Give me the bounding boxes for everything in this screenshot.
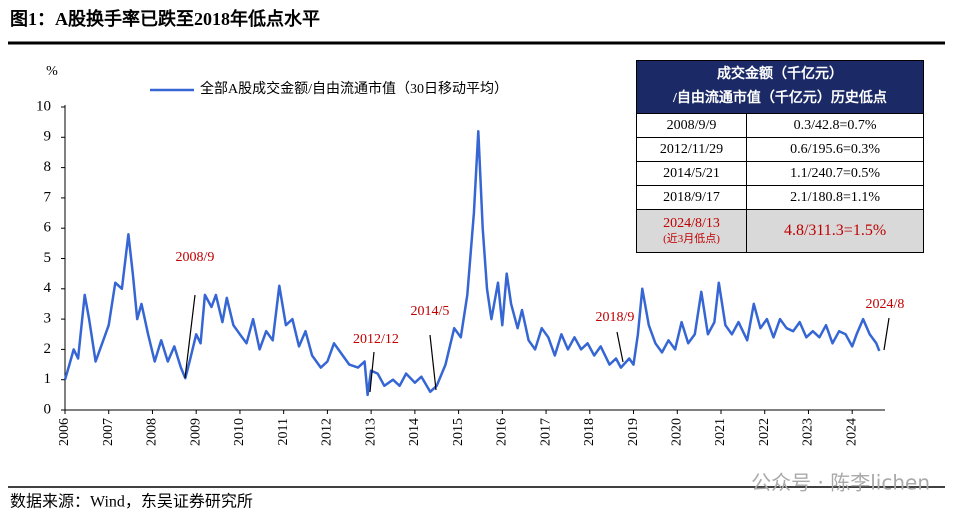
x-tick-label: 2020 (669, 418, 684, 446)
y-tick-label: 2 (44, 341, 52, 357)
low-date: 2012/11/29 (635, 137, 748, 162)
annotation: 2018/9 (596, 310, 635, 325)
x-tick-label: 2015 (451, 418, 466, 446)
lows-table: 成交金额（千亿元） /自由流通市值（千亿元）历史低点 2008/9/9 0.3/42.… (635, 60, 924, 253)
annotation-pointer (883, 317, 890, 351)
y-tick-label: 4 (44, 280, 52, 296)
chart-title: 图1：A股换手率已跌至2018年低点水平 (10, 8, 320, 29)
y-tick-label: 1 (44, 371, 52, 387)
table-row: 2008/9/9 0.3/42.8=0.7% (635, 113, 924, 138)
table-row-highlight: 2024/8/13 (近3月低点) 4.8/311.3=1.5% (635, 209, 924, 253)
x-tick-label: 2024 (844, 418, 859, 446)
x-tick-label: 2023 (801, 418, 816, 446)
annotation: 2014/5 (411, 304, 450, 319)
x-tick-label: 2019 (626, 418, 641, 446)
table-header: 成交金额（千亿元） /自由流通市值（千亿元）历史低点 (636, 60, 924, 114)
x-tick-label: 2014 (407, 418, 422, 446)
x-tick-label: 2013 (363, 418, 378, 446)
y-tick-label: 5 (44, 250, 52, 266)
y-tick-label: 10 (36, 98, 51, 114)
low-date: 2014/5/21 (635, 161, 748, 186)
x-tick-label: 2008 (145, 418, 160, 446)
low-value: 0.6/195.6=0.3% (746, 137, 924, 162)
x-tick-label: 2016 (495, 418, 510, 446)
date: 2024/8/13 (663, 216, 720, 231)
legend-label: 全部A股成交金额/自由流通市值（30日移动平均） (200, 80, 508, 97)
annotation: 2024/8 (866, 297, 905, 312)
header-line: /自由流通市值（千亿元）历史低点 (673, 91, 887, 106)
x-tick-label: 2011 (276, 418, 291, 445)
x-tick-label: 2021 (713, 418, 728, 446)
low-value: 4.8/311.3=1.5% (746, 209, 924, 253)
x-tick-label: 2022 (757, 418, 772, 446)
note: (近3月低点) (663, 233, 720, 245)
table-header-row: 成交金额（千亿元） /自由流通市值（千亿元）历史低点 (636, 60, 924, 114)
header-line: 成交金额（千亿元） (717, 67, 843, 82)
source: 数据来源：Wind，东吴证券研究所 (10, 493, 253, 511)
x-tick-label: 2012 (320, 418, 335, 446)
y-unit: % (46, 64, 58, 79)
low-value: 2.1/180.8=1.1% (746, 185, 924, 210)
annotation: 2008/9 (176, 250, 215, 265)
y-tick-label: 3 (44, 311, 52, 327)
annotation-pointer (184, 294, 196, 379)
low-date: 2008/9/9 (635, 113, 748, 138)
x-tick-label: 2006 (57, 418, 72, 446)
low-value: 0.3/42.8=0.7% (746, 113, 924, 138)
x-tick-label: 2010 (232, 418, 247, 446)
y-tick-label: 0 (44, 401, 52, 417)
watermark: 公众号 · 陈李lichen (751, 471, 930, 495)
x-tick-label: 2017 (538, 418, 553, 446)
low-date: 2024/8/13 (近3月低点) (635, 209, 748, 253)
table-row: 2018/9/17 2.1/180.8=1.1% (635, 185, 924, 210)
table-row: 2014/5/21 1.1/240.7=0.5% (635, 161, 924, 186)
low-value: 1.1/240.7=0.5% (746, 161, 924, 186)
annotation-pointer (616, 331, 624, 363)
y-tick-label: 7 (44, 189, 52, 205)
x-tick-label: 2007 (101, 418, 116, 446)
x-tick-label: 2009 (188, 418, 203, 446)
low-date: 2018/9/17 (635, 185, 748, 210)
y-tick-label: 8 (44, 159, 52, 175)
y-tick-label: 6 (44, 220, 52, 236)
annotation: 2012/12 (353, 332, 399, 347)
annotation-pointer (429, 334, 437, 391)
series-line (63, 129, 881, 397)
x-tick-label: 2018 (582, 418, 597, 446)
y-tick-label: 9 (44, 129, 52, 145)
table-row: 2012/11/29 0.6/195.6=0.3% (635, 137, 924, 162)
annotation-pointer (369, 351, 375, 393)
